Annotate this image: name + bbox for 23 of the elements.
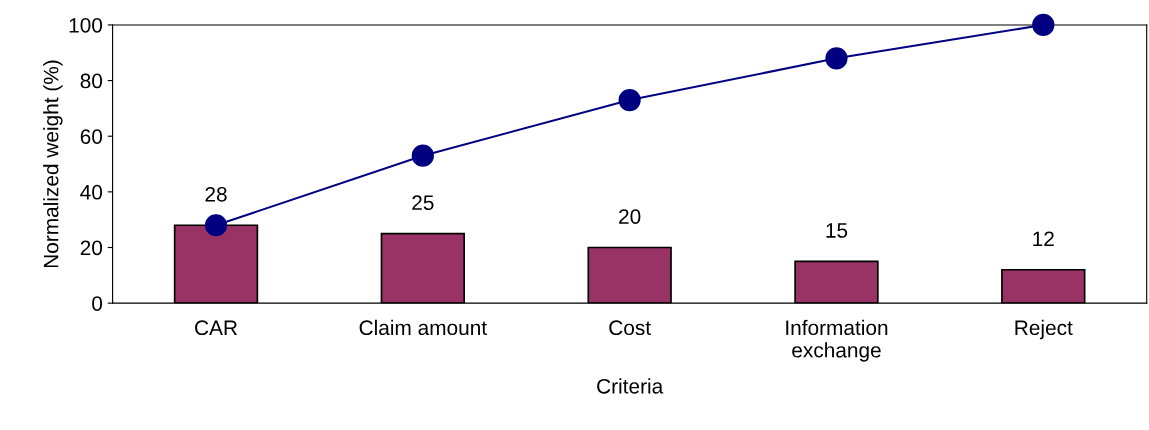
x-tick-label: Claim amount (359, 319, 487, 336)
y-axis-title: Normalized weight (%) (43, 60, 63, 268)
x-axis-title: Criteria (597, 378, 664, 394)
point (618, 88, 641, 112)
y-tick-label: 100 (69, 17, 103, 33)
y-tick-label: 40 (80, 184, 103, 200)
x-tick-label: CAR (195, 320, 238, 336)
data-label: 15 (826, 223, 848, 238)
data-label: 20 (619, 209, 641, 224)
point (204, 214, 228, 237)
data-label: 28 (205, 186, 227, 202)
data-label: 12 (1033, 231, 1054, 246)
x-tick-label: Cost (609, 320, 651, 336)
x-tick-label: Reject (1015, 319, 1073, 340)
y-tick-label: 60 (80, 129, 103, 144)
point (825, 47, 848, 70)
point (1032, 13, 1055, 37)
data-label: 25 (412, 195, 434, 211)
y-tick-label: 0 (92, 296, 103, 311)
point (411, 144, 434, 167)
y-tick-label: 20 (80, 240, 103, 256)
y-tick-label: 80 (80, 73, 103, 89)
x-tick-label: Information exchange (786, 319, 888, 362)
